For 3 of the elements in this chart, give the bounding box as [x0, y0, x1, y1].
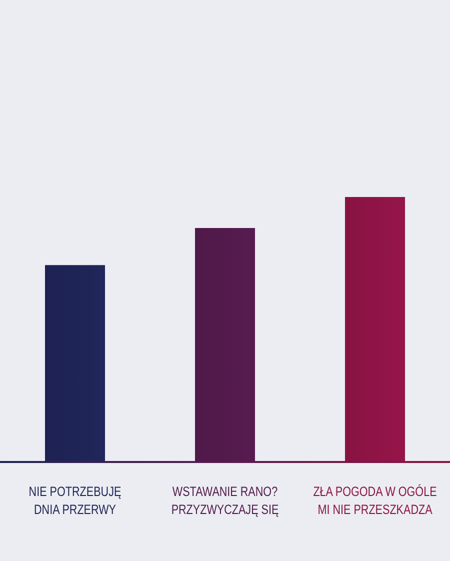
x-tick-label: NIE POTRZEBUJĘ DNIA PRZERWY: [28, 484, 122, 518]
x-tick-label: WSTAWANIE RANO? PRZYZWYCZAJĘ SIĘ: [171, 484, 279, 518]
x-tick-label: ZŁA POGODA W OGÓLE MI NIE PRZESZKADZA: [313, 484, 437, 518]
